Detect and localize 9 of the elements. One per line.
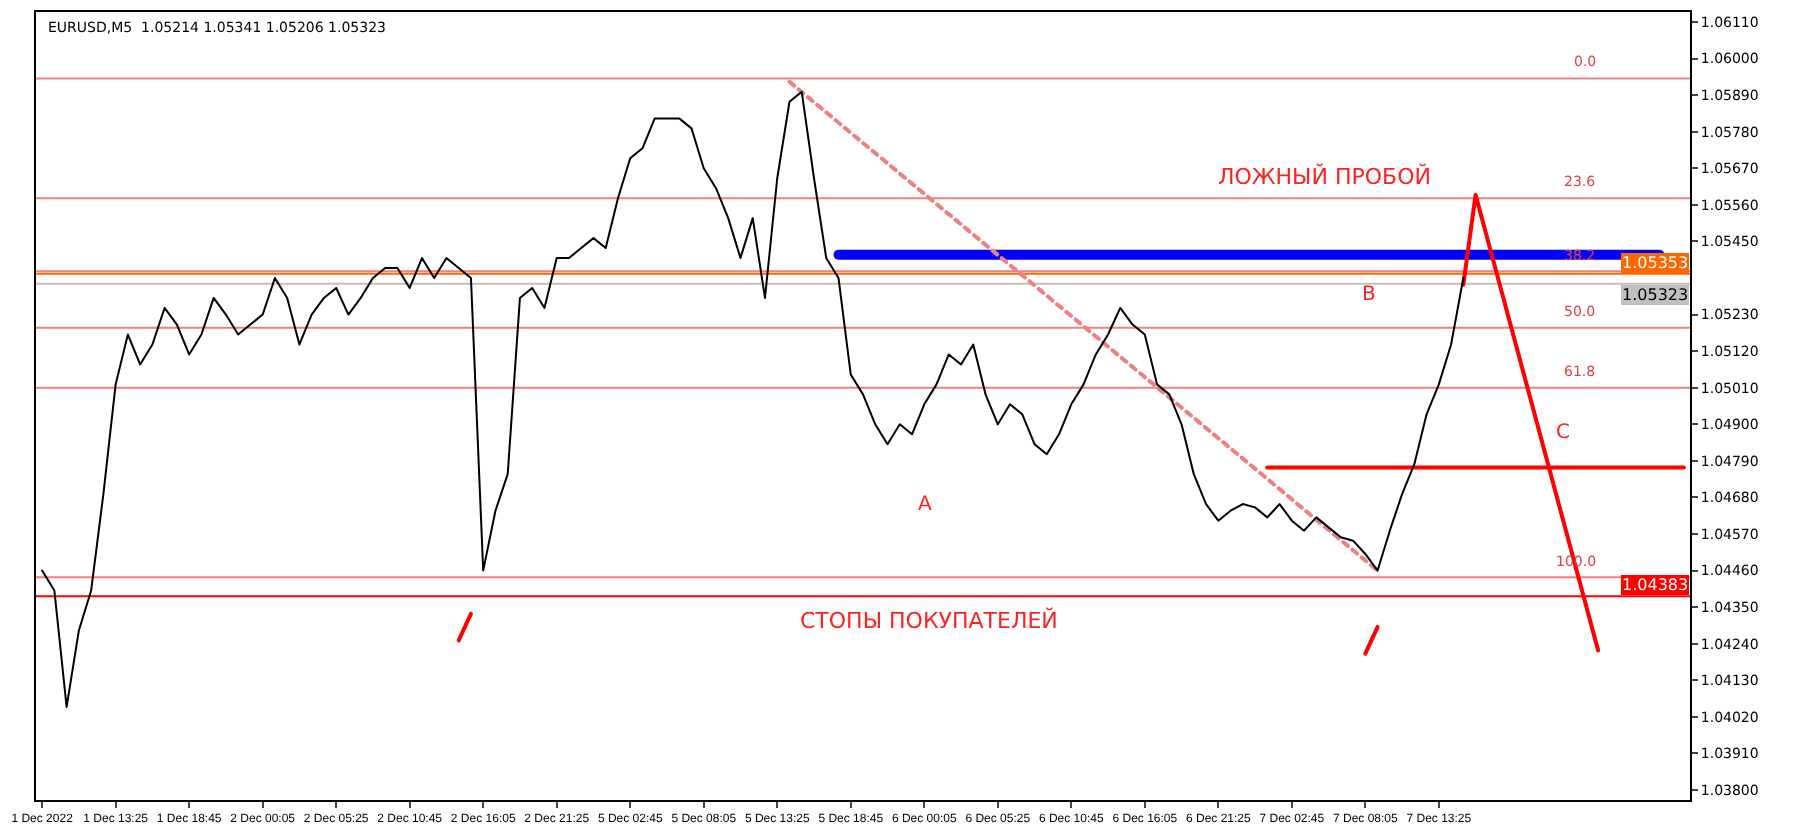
ref-line-label: 1.05323	[1622, 286, 1689, 304]
annotation: C	[1556, 422, 1570, 444]
annotation: B	[1362, 284, 1376, 306]
annotation: A	[918, 494, 932, 516]
ref-line-label: 1.05353	[1622, 254, 1689, 272]
line-series	[41, 90, 1465, 708]
ref-line-label: 1.04383	[1622, 576, 1689, 594]
annotation: СТОПЫ ПОКУПАТЕЛЕЙ	[800, 606, 1058, 634]
annotation: ЛОЖНЫЙ ПРОБОЙ	[1218, 162, 1431, 190]
